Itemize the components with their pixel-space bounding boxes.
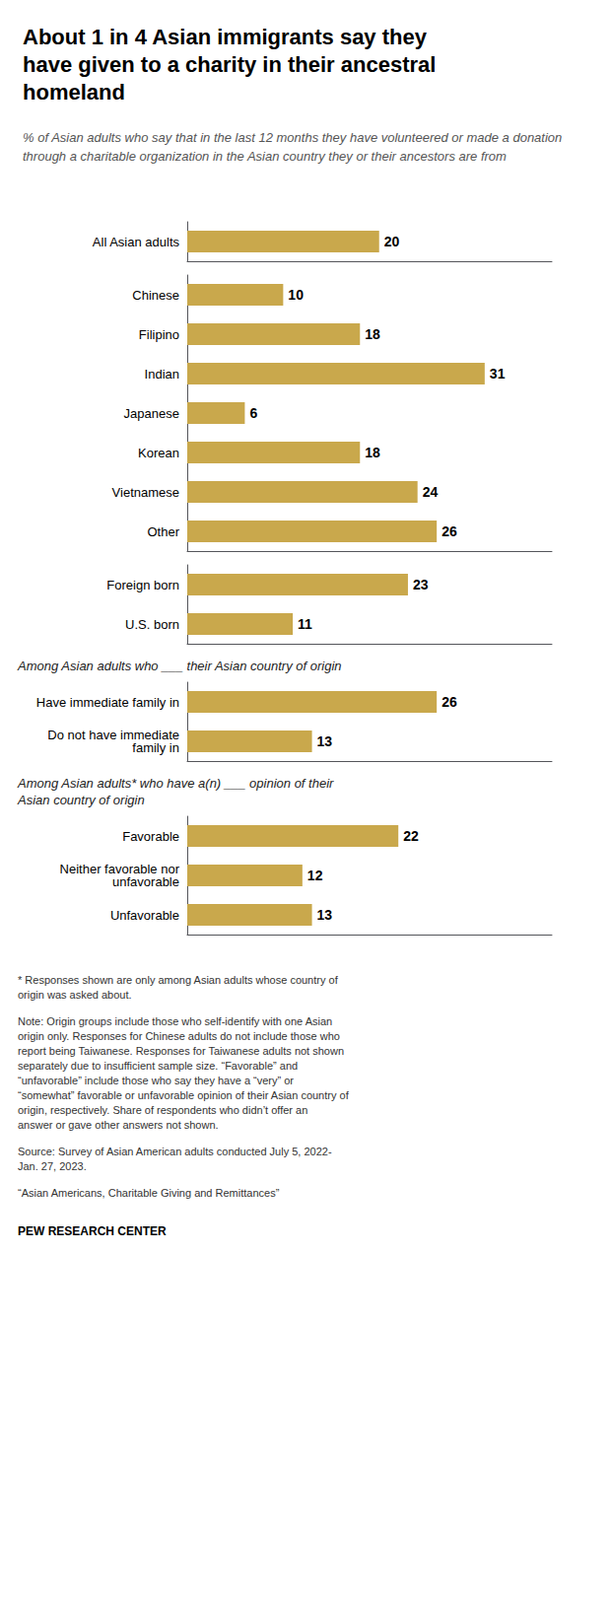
svg-text:Indian: Indian bbox=[144, 366, 180, 382]
svg-text:20: 20 bbox=[384, 233, 401, 250]
svg-text:Filipino: Filipino bbox=[138, 327, 180, 342]
svg-text:31: 31 bbox=[489, 365, 506, 382]
svg-text:23: 23 bbox=[412, 576, 429, 593]
svg-text:Source: Survey of Asian Americ: Source: Survey of Asian American adults … bbox=[17, 1145, 333, 1157]
svg-text:11: 11 bbox=[297, 615, 313, 632]
svg-text:Have immediate family in: Have immediate family in bbox=[36, 694, 180, 710]
svg-text:18: 18 bbox=[364, 444, 381, 461]
svg-text:Unfavorable: Unfavorable bbox=[110, 907, 180, 923]
svg-text:24: 24 bbox=[422, 483, 439, 500]
svg-text:homeland: homeland bbox=[22, 79, 126, 105]
svg-text:About 1 in 4 Asian immigrants: About 1 in 4 Asian immigrants say they bbox=[22, 24, 428, 50]
svg-text:Note: Origin groups include th: Note: Origin groups include those who se… bbox=[17, 1015, 333, 1027]
svg-text:12: 12 bbox=[307, 867, 324, 883]
svg-text:Neither favorable nor: Neither favorable nor bbox=[59, 861, 180, 877]
svg-text:Do not have immediate: Do not have immediate bbox=[47, 727, 180, 743]
svg-text:“Asian Americans, Charitable G: “Asian Americans, Charitable Giving and … bbox=[17, 1186, 280, 1199]
svg-text:26: 26 bbox=[441, 693, 458, 710]
svg-text:Vietnamese: Vietnamese bbox=[112, 484, 180, 500]
svg-text:Korean: Korean bbox=[137, 445, 180, 461]
svg-text:Among Asian adults who ___ the: Among Asian adults who ___ their Asian c… bbox=[16, 658, 342, 674]
svg-text:“unfavorable” include those wh: “unfavorable” include those who say they… bbox=[17, 1074, 294, 1087]
svg-text:Asian country of origin: Asian country of origin bbox=[16, 792, 145, 808]
svg-text:separately due to insufficient: separately due to insufficient sample si… bbox=[17, 1059, 298, 1072]
svg-text:Jan. 27, 2023.: Jan. 27, 2023. bbox=[17, 1159, 87, 1172]
svg-text:origin only. Responses for Chi: origin only. Responses for Chinese adult… bbox=[17, 1029, 340, 1042]
svg-text:Among Asian adults* who have a: Among Asian adults* who have a(n) ___ op… bbox=[16, 775, 335, 791]
svg-text:U.S. born: U.S. born bbox=[125, 616, 180, 632]
svg-text:origin was asked about.: origin was asked about. bbox=[17, 988, 133, 1001]
svg-text:% of Asian adults who say that: % of Asian adults who say that in the la… bbox=[22, 130, 566, 145]
svg-text:have given to a charity in the: have given to a charity in their ancestr… bbox=[22, 52, 436, 77]
svg-text:13: 13 bbox=[317, 733, 334, 749]
svg-text:* Responses shown are only amo: * Responses shown are only among Asian a… bbox=[17, 973, 340, 986]
svg-text:origin, respectively. Share of: origin, respectively. Share of responden… bbox=[17, 1103, 308, 1116]
svg-text:PEW RESEARCH CENTER: PEW RESEARCH CENTER bbox=[17, 1223, 167, 1238]
svg-text:report being Taiwanese. Respon: report being Taiwanese. Responses for Ta… bbox=[17, 1044, 344, 1057]
svg-text:22: 22 bbox=[403, 827, 419, 844]
svg-text:through a charitable organizat: through a charitable organization in the… bbox=[22, 148, 507, 164]
svg-text:All Asian adults: All Asian adults bbox=[92, 234, 181, 250]
svg-text:18: 18 bbox=[364, 326, 381, 342]
svg-text:unfavorable: unfavorable bbox=[112, 874, 180, 889]
svg-text:Japanese: Japanese bbox=[124, 406, 180, 421]
svg-text:6: 6 bbox=[249, 405, 258, 421]
svg-text:Chinese: Chinese bbox=[132, 287, 180, 303]
svg-text:answer or gave other answers n: answer or gave other answers not shown. bbox=[17, 1118, 219, 1131]
svg-text:“somewhat” favorable or unfavo: “somewhat” favorable or unfavorable opin… bbox=[17, 1088, 350, 1101]
svg-text:Other: Other bbox=[146, 524, 180, 540]
svg-text:10: 10 bbox=[287, 286, 304, 303]
svg-text:Foreign born: Foreign born bbox=[106, 577, 180, 593]
svg-text:Favorable: Favorable bbox=[122, 828, 180, 844]
svg-text:26: 26 bbox=[441, 523, 458, 540]
svg-text:13: 13 bbox=[317, 906, 334, 923]
svg-text:family in: family in bbox=[132, 740, 180, 755]
